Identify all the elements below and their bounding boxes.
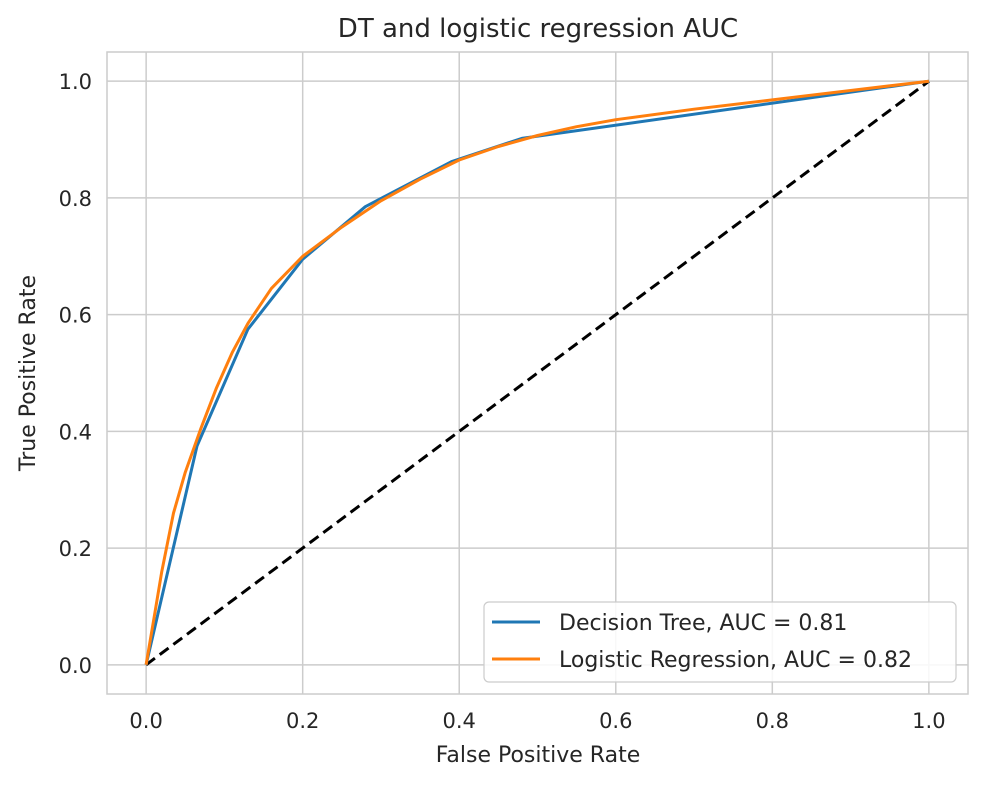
plot-frame <box>106 51 969 695</box>
y-tick-label: 0.6 <box>59 304 92 328</box>
series-line-1 <box>144 79 930 666</box>
x-axis-label: False Positive Rate <box>436 743 640 768</box>
chart-title: DT and logistic regression AUC <box>338 14 738 44</box>
y-tick-label: 0.4 <box>59 420 92 444</box>
x-axis-ticks: 0.0 0.2 0.4 0.6 0.8 1.0 <box>129 709 945 733</box>
legend-box <box>483 601 957 683</box>
y-axis-ticks: 0.0 0.2 0.4 0.6 0.8 1.0 <box>59 70 92 678</box>
x-tick-label: 0.8 <box>756 709 789 733</box>
y-axis-label: True Positive Rate <box>16 275 41 472</box>
legend-entry: Decision Tree, AUC = 0.81 <box>559 611 847 636</box>
x-tick-label: 0.4 <box>443 709 476 733</box>
x-tick-label: 0.6 <box>599 709 632 733</box>
legend-entry: Logistic Regression, AUC = 0.82 <box>559 648 912 673</box>
y-tick-label: 0.2 <box>59 537 92 561</box>
x-tick-label: 1.0 <box>912 709 945 733</box>
legend: Decision Tree, AUC = 0.81 Logistic Regres… <box>483 601 957 683</box>
y-tick-label: 0.8 <box>59 187 92 211</box>
y-tick-label: 0.0 <box>59 654 92 678</box>
chance-line <box>145 79 930 667</box>
series-lines <box>144 79 930 667</box>
y-tick-label: 1.0 <box>59 70 92 94</box>
x-tick-label: 0.2 <box>286 709 319 733</box>
x-tick-label: 0.0 <box>129 709 162 733</box>
